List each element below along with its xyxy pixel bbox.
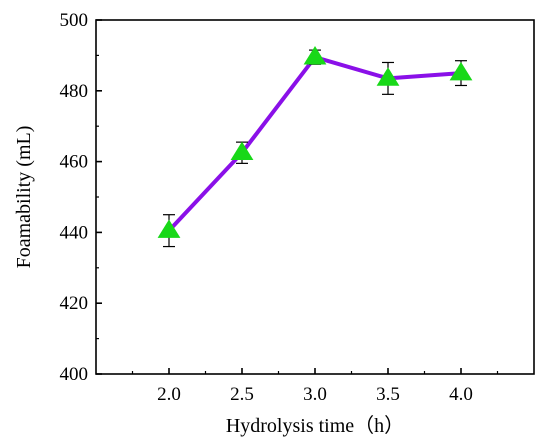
y-tick-label: 400 xyxy=(60,364,89,385)
x-tick-label: 3.0 xyxy=(303,384,327,405)
y-tick-label: 420 xyxy=(60,293,89,314)
data-point-marker xyxy=(449,61,473,81)
x-axis: 2.0 2.5 3.0 3.5 4.0 xyxy=(131,368,499,405)
y-tick-label: 500 xyxy=(60,10,89,31)
data-point-marker xyxy=(230,141,254,161)
series-layer xyxy=(157,46,473,248)
y-tick-label: 440 xyxy=(60,222,89,243)
y-axis-label: Foamability (mL) xyxy=(13,126,35,269)
y-tick-label: 480 xyxy=(60,81,89,102)
x-tick-label: 3.5 xyxy=(376,384,400,405)
x-tick-label: 2.0 xyxy=(157,384,181,405)
x-tick-label: 4.0 xyxy=(449,384,473,405)
data-point-marker xyxy=(303,46,327,65)
x-tick-label: 2.5 xyxy=(230,384,254,405)
y-tick-label: 460 xyxy=(60,152,89,173)
plot-area xyxy=(95,19,535,375)
x-axis-label: Hydrolysis time（h） xyxy=(226,414,404,437)
y-axis: 400 420 440 460 480 500 xyxy=(60,10,102,385)
data-point-marker xyxy=(376,67,400,86)
plot-frame xyxy=(95,19,535,375)
data-point-marker xyxy=(157,219,181,238)
series-line xyxy=(167,55,462,232)
